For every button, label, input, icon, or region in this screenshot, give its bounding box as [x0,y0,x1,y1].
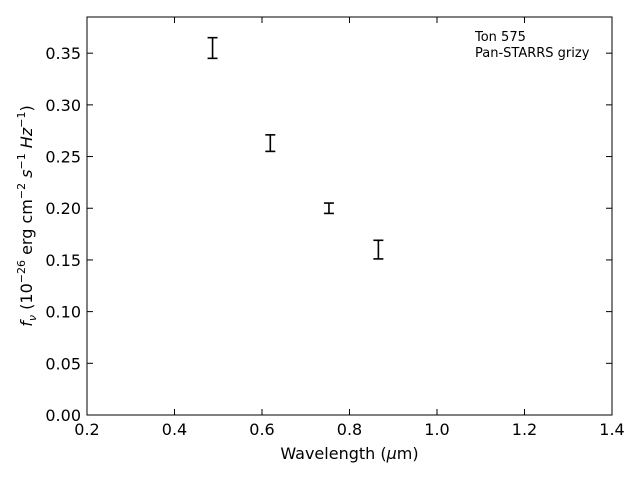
y-tick-label: 0.20 [45,199,81,218]
x-tick-label: 1.0 [424,420,449,439]
y-axis-ticks: 0.00 0.05 0.10 0.15 0.20 0.25 0.30 0.35 [45,44,612,425]
y-tick-label: 0.10 [45,303,81,322]
legend-survey-name: Pan-STARRS grizy [475,46,590,61]
y-tick-label: 0.30 [45,96,81,115]
x-tick-label: 0.6 [249,420,274,439]
y-tick-label: 0.35 [45,44,81,63]
x-tick-label: 1.2 [512,420,537,439]
x-axis-ticks: 0.2 0.4 0.6 0.8 1.0 1.2 1.4 [74,17,625,439]
error-bar-point [207,36,218,60]
y-tick-label: 0.15 [45,251,81,270]
x-tick-label: 1.4 [599,420,624,439]
plot-frame [86,16,613,416]
x-axis-label: Wavelength (μm) [280,444,418,463]
y-axis-label: fν (10−26 erg cm−2 s−1 Hz−1) [15,105,39,326]
x-tick-label: 0.2 [74,420,99,439]
legend-object-name: Ton 575 [474,30,526,45]
x-tick-label: 0.4 [162,420,187,439]
data-points [207,36,384,260]
error-bar-point [265,134,276,153]
x-tick-label: 0.8 [337,420,362,439]
y-tick-label: 0.00 [45,406,81,425]
y-tick-label: 0.25 [45,148,81,167]
error-bar-point [323,202,334,215]
y-tick-label: 0.05 [45,354,81,373]
error-bar-point [373,239,384,260]
